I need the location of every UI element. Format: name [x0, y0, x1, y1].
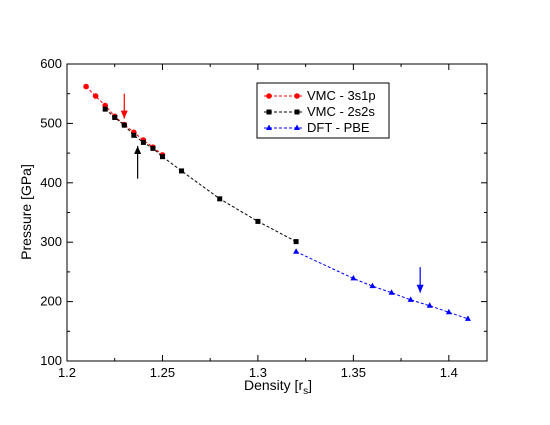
legend-marker-triangle [294, 124, 300, 130]
data-point [255, 218, 261, 224]
annotation-arrow-head [120, 110, 128, 119]
x-axis-label-sub: s [303, 386, 308, 397]
legend-label-dft-pbe: DFT - PBE [307, 120, 370, 135]
data-point [217, 196, 223, 202]
x-tick-label: 1.4 [440, 365, 458, 380]
y-tick-label: 600 [40, 56, 62, 71]
y-tick-label: 100 [40, 353, 62, 368]
legend: VMC - 3s1p VMC - 2s2s DFT - PBE [256, 82, 390, 139]
data-point [426, 302, 433, 308]
x-tick-label: 1.25 [150, 365, 175, 380]
annotation-arrow-head [416, 284, 424, 293]
data-point [102, 106, 108, 112]
legend-label-vmc-3s1p: VMC - 3s1p [307, 88, 376, 103]
series-line [85, 86, 163, 156]
legend-marker-circle [294, 93, 300, 99]
data-point [131, 132, 137, 138]
legend-entry-dft-pbe: DFT - PBE [264, 120, 370, 135]
data-point [83, 83, 89, 90]
data-point [445, 308, 452, 315]
x-tick-label: 1.35 [341, 365, 366, 380]
legend-marker-triangle [266, 124, 272, 130]
y-tick-label: 200 [40, 294, 62, 309]
data-point [388, 289, 395, 295]
data-point [150, 145, 156, 151]
x-tick-label: 1.2 [58, 365, 76, 380]
legend-entry-vmc-3s1p: VMC - 3s1p [264, 88, 376, 103]
x-axis-label: Density [rs] [244, 377, 312, 397]
series-dft-pbe [293, 248, 471, 321]
axis-ticks: 1.2 1.25 1.3 1.35 1.4 100 200 300 400 500 600 [40, 56, 487, 380]
data-point [369, 282, 376, 289]
data-point [121, 122, 127, 128]
y-tick-label: 300 [40, 234, 62, 249]
data-point [293, 248, 300, 254]
series-vmc-2s2s [102, 106, 299, 245]
legend-label-vmc-2s2s: VMC - 2s2s [307, 104, 375, 119]
data-point [407, 296, 414, 302]
series-line [295, 251, 469, 320]
series-layer [83, 83, 471, 321]
data-point [112, 114, 118, 120]
legend-marker-square [294, 109, 300, 115]
x-axis-label-end: ] [308, 377, 312, 393]
data-point [159, 154, 165, 160]
legend-entry-vmc-2s2s: VMC - 2s2s [264, 104, 375, 119]
data-point [464, 315, 471, 321]
data-point [293, 239, 299, 245]
y-tick-label: 400 [40, 175, 62, 190]
annotation-arrows [120, 93, 424, 293]
x-tick-label: 1.3 [249, 365, 267, 380]
legend-marker-circle [266, 93, 272, 99]
y-axis-label: Pressure [GPa] [18, 164, 34, 260]
legend-marker-square [266, 109, 272, 115]
data-point [350, 274, 357, 281]
annotation-arrow-head [134, 145, 142, 154]
y-tick-label: 500 [40, 115, 62, 130]
data-point [140, 139, 146, 145]
legend-box [256, 82, 390, 139]
data-point [92, 93, 99, 99]
x-axis-label-main: Density [r [244, 377, 303, 393]
data-point [179, 168, 185, 174]
